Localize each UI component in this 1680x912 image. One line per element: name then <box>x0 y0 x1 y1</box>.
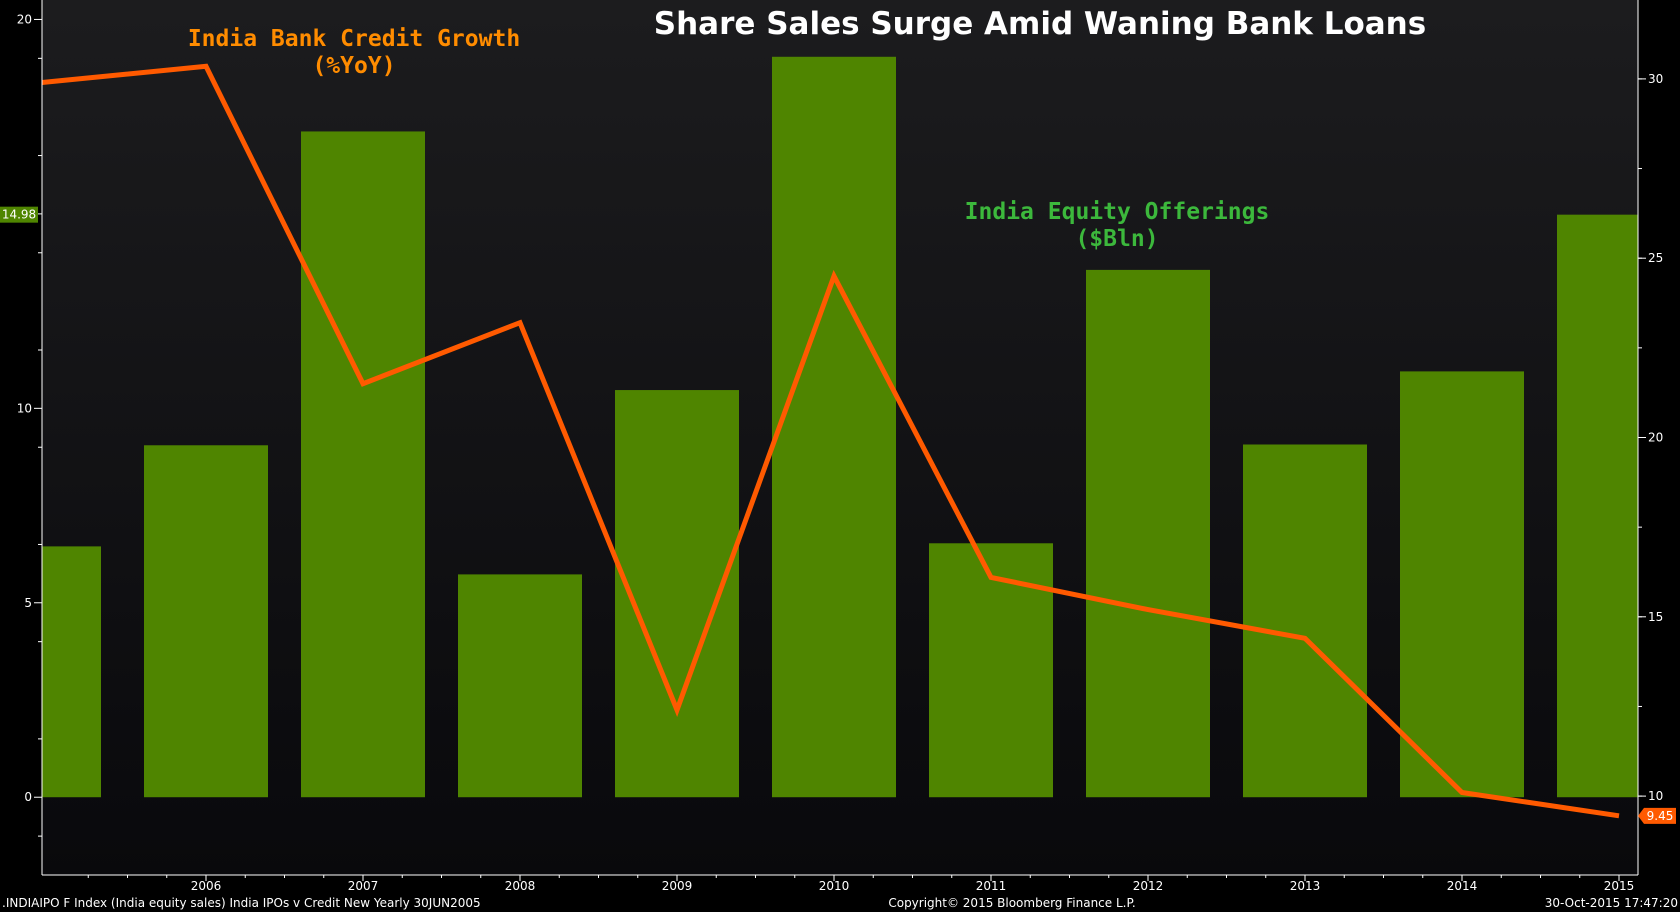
x-tick-label-2010: 2010 <box>819 879 850 893</box>
bar-2007 <box>301 131 425 798</box>
x-tick-label-2008: 2008 <box>505 879 536 893</box>
x-tick-label-2007: 2007 <box>348 879 379 893</box>
right-tick-label-10: 10 <box>1648 789 1663 803</box>
x-tick-label-2009: 2009 <box>662 879 693 893</box>
right-tick-label-30: 30 <box>1648 72 1663 86</box>
equity-series-label: India Equity Offerings <box>965 199 1270 225</box>
footer: .INDIAIPO F Index (India equity sales) I… <box>2 896 1678 910</box>
footer-copyright: Copyright© 2015 Bloomberg Finance L.P. <box>888 896 1135 910</box>
footer-source: .INDIAIPO F Index (India equity sales) I… <box>2 896 481 910</box>
footer-timestamp: 30-Oct-2015 17:47:20 <box>1545 896 1678 910</box>
bar-2011 <box>929 543 1053 798</box>
right-tick-label-15: 15 <box>1648 610 1663 624</box>
bar-2014 <box>1400 371 1524 798</box>
credit-series-unit: (%YoY) <box>312 53 395 79</box>
bar-2012 <box>1086 269 1210 798</box>
bar-2010 <box>772 56 896 798</box>
right-tick-label-20: 20 <box>1648 431 1663 445</box>
x-tick-label-2015: 2015 <box>1604 879 1635 893</box>
labels-layer: Share Sales Surge Amid Waning Bank Loans… <box>188 6 1426 252</box>
left-tick-label-0: 0 <box>24 790 32 804</box>
left-tick-label-10: 10 <box>17 401 32 415</box>
bar-2006 <box>144 445 268 798</box>
right-tick-label-25: 25 <box>1648 251 1663 265</box>
left-tick-label-20: 20 <box>17 12 32 26</box>
x-tick-label-2013: 2013 <box>1290 879 1321 893</box>
equity-series-unit: ($Bln) <box>1075 226 1158 252</box>
left-last-value-text: 14.98 <box>2 208 36 222</box>
bar-2013 <box>1243 444 1367 798</box>
credit-series-label: India Bank Credit Growth <box>188 26 520 52</box>
left-last-value-tag <box>0 206 38 223</box>
bar-2015 <box>1557 214 1638 798</box>
bar-2008 <box>458 574 582 798</box>
x-tick-label-2006: 2006 <box>191 879 222 893</box>
x-tick-label-2014: 2014 <box>1447 879 1478 893</box>
right-last-value-text: 9.45 <box>1647 809 1674 823</box>
x-tick-label-2012: 2012 <box>1133 879 1164 893</box>
x-tick-label-2011: 2011 <box>976 879 1007 893</box>
left-tick-label-5: 5 <box>24 596 32 610</box>
chart-title: Share Sales Surge Amid Waning Bank Loans <box>654 6 1426 42</box>
right-last-value-tag <box>1638 807 1676 824</box>
axes-layer: 0510152010152025302006200720082009201020… <box>0 0 1676 893</box>
bar-2005 <box>42 546 101 798</box>
